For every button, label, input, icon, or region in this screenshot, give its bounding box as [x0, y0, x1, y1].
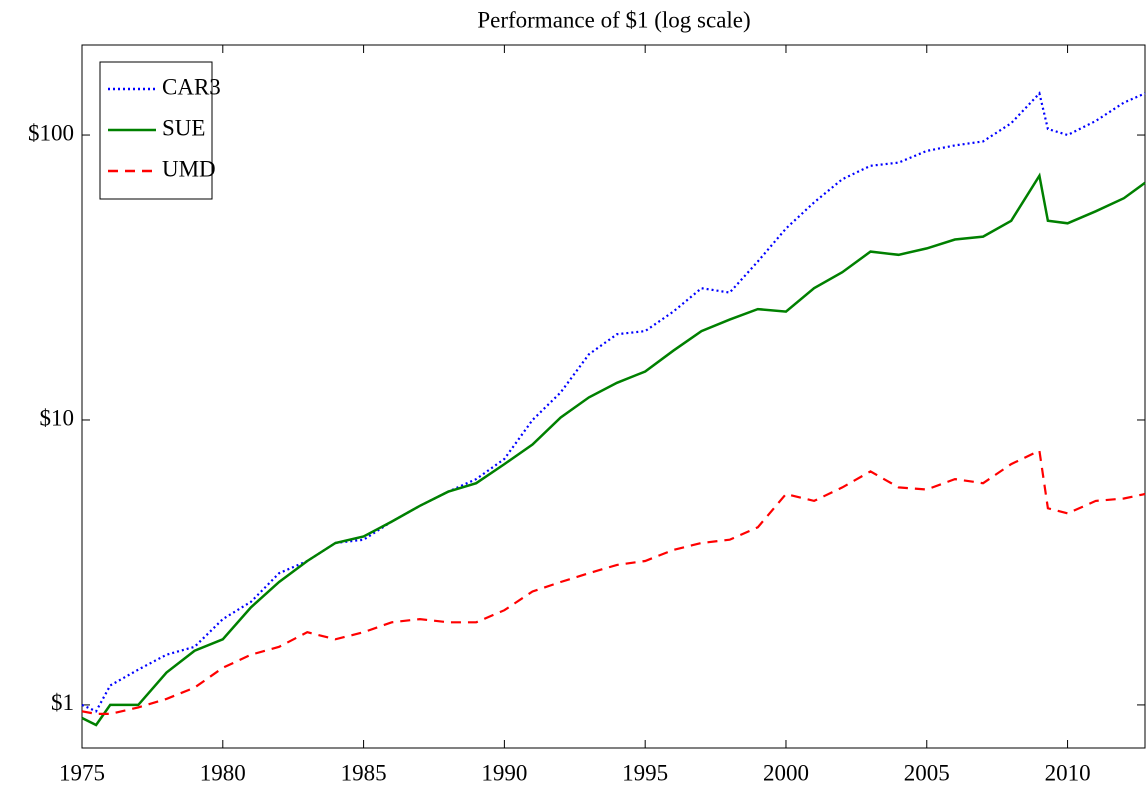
legend-label: SUE — [162, 115, 205, 140]
series-line — [81, 172, 1146, 727]
y-tick-label: $1 — [51, 690, 74, 715]
y-tick-label: $10 — [40, 405, 75, 430]
chart-title: Performance of $1 (log scale) — [477, 7, 750, 32]
y-tick-label: $100 — [28, 120, 74, 145]
series-line — [81, 91, 1146, 713]
x-tick-label: 2010 — [1045, 760, 1091, 785]
x-tick-label: 1980 — [200, 760, 246, 785]
x-tick-label: 1995 — [622, 760, 668, 785]
x-tick-label: 1975 — [59, 760, 105, 785]
x-tick-label: 1985 — [341, 760, 387, 785]
x-tick-label: 1990 — [481, 760, 527, 785]
legend-label: CAR3 — [162, 74, 221, 99]
x-tick-label: 2000 — [763, 760, 809, 785]
legend-label: UMD — [162, 156, 216, 181]
x-tick-label: 2005 — [904, 760, 950, 785]
plot-frame — [81, 44, 1146, 749]
series-line — [81, 449, 1146, 715]
